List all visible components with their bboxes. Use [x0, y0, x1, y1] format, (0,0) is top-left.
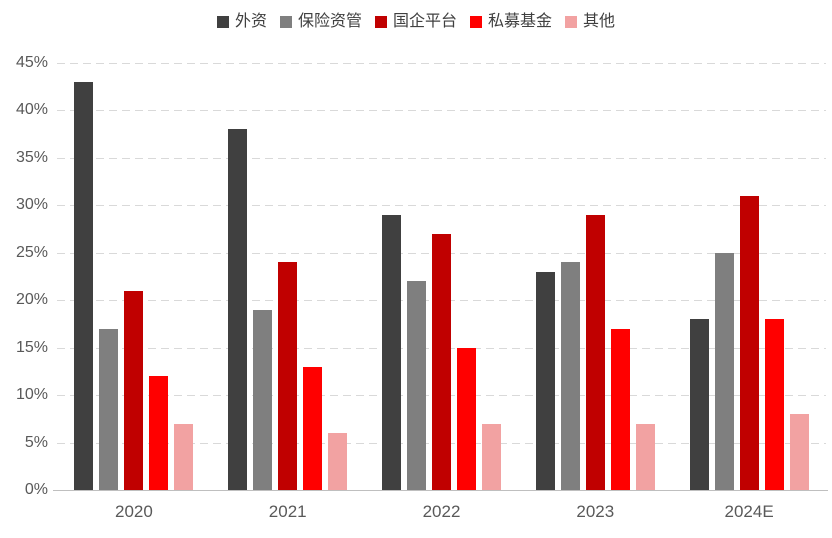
bar: [635, 423, 655, 490]
bar: [610, 328, 630, 490]
x-axis-baseline: [53, 490, 828, 491]
bar: [328, 433, 348, 490]
plot-area: [53, 63, 828, 491]
legend-swatch-icon: [279, 16, 292, 28]
bar: [714, 252, 734, 490]
bar: [789, 414, 809, 490]
gridline: [57, 205, 826, 207]
bar: [149, 376, 169, 490]
bar-group: [57, 63, 211, 490]
x-axis-label: 2020: [114, 502, 153, 521]
bar: [560, 262, 580, 490]
bar: [74, 81, 94, 490]
legend-label: 外资: [234, 13, 267, 30]
legend-swatch-icon: [565, 16, 578, 28]
gridline: [57, 110, 826, 112]
y-axis-label: 20%: [15, 291, 48, 309]
bar: [764, 319, 784, 490]
legend-swatch-icon: [470, 16, 482, 28]
y-axis-label: 40%: [15, 101, 48, 119]
y-axis-label: 45%: [15, 54, 48, 71]
y-axis-label: 0%: [24, 481, 48, 498]
legend-swatch-icon: [216, 16, 229, 28]
legend: 外资 保险资管 国企平台 私募基金 其他: [0, 14, 832, 30]
bar: [278, 262, 298, 490]
y-axis-label: 25%: [15, 243, 48, 261]
y-axis-label: 35%: [15, 148, 48, 166]
y-axis-label: 30%: [15, 196, 48, 214]
y-axis-label: 5%: [24, 433, 48, 451]
legend-item: 保险资管: [279, 13, 362, 30]
legend-item: 私募基金: [470, 14, 552, 30]
legend-label: 保险资管: [297, 13, 362, 30]
bar: [174, 423, 194, 490]
y-axis-label: 10%: [15, 386, 48, 404]
x-axis-label: 2023: [576, 502, 615, 521]
bar: [99, 328, 119, 490]
bar: [739, 195, 759, 490]
bar: [431, 233, 451, 490]
bar: [253, 309, 273, 490]
x-axis-label: 2022: [422, 502, 461, 521]
legend-swatch-icon: [374, 16, 387, 28]
bar: [228, 129, 248, 490]
y-axis-label: 15%: [15, 338, 48, 356]
bar: [303, 366, 323, 490]
legend-item: 国企平台: [374, 13, 457, 30]
legend-label: 其他: [583, 13, 616, 30]
bar-group: [211, 63, 365, 490]
legend-item: 其他: [565, 14, 615, 30]
bar: [481, 423, 501, 490]
legend-item: 外资: [216, 13, 267, 30]
bar-group: [365, 63, 519, 490]
bar-group: [518, 63, 672, 490]
x-axis-label: 2021: [268, 502, 307, 521]
bar: [585, 214, 605, 490]
gridline: [57, 157, 826, 159]
bar: [381, 214, 401, 490]
bar: [456, 347, 476, 490]
x-axis-label: 2024E: [724, 502, 774, 521]
bar-group: [672, 63, 826, 490]
bar: [406, 281, 426, 490]
bar: [124, 290, 144, 490]
bar: [535, 271, 555, 490]
gridline: [57, 63, 826, 64]
legend-label: 私募基金: [488, 13, 553, 30]
legend-label: 国企平台: [392, 13, 457, 30]
bar: [689, 319, 709, 490]
